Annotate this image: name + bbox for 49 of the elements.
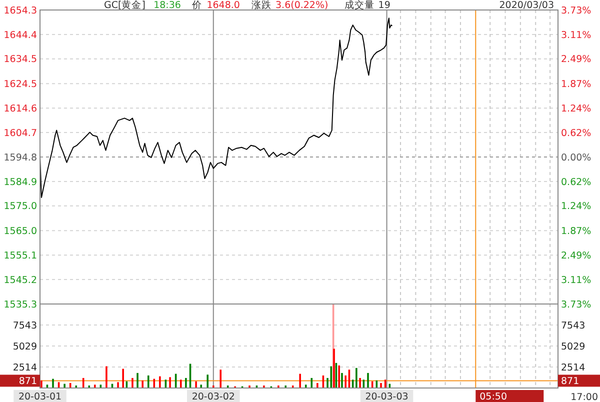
annotation: 涨跌 — [251, 0, 272, 11]
text: 3.73% — [561, 5, 592, 16]
y-tick-label: 1575.0 — [4, 201, 37, 212]
annotation: 18:36 — [154, 0, 181, 11]
annotation: 19 — [378, 0, 390, 11]
text: 1.24% — [561, 103, 592, 114]
y-tick-label: 1624.5 — [4, 78, 37, 90]
ref-line-label: 871 — [18, 376, 37, 388]
y2-tick-label: 5029 — [561, 341, 586, 352]
y-tick-label: 1594.8 — [4, 152, 37, 164]
annotation: 价 — [191, 0, 202, 11]
y-tick-label: 1555.1 — [4, 250, 37, 262]
text: 0.62% — [561, 176, 592, 188]
text: 871 — [561, 376, 580, 388]
text: 3.11% — [561, 30, 592, 41]
y2-tick-label: 7543 — [561, 320, 586, 332]
annotation: 成交量 — [344, 0, 374, 11]
text: 1.24% — [561, 201, 592, 212]
x-tick-label: 20-03-03 — [365, 392, 408, 402]
text: 3.11% — [561, 274, 592, 286]
y-tick-label: 1545.2 — [4, 274, 37, 286]
text: 0.00% — [561, 152, 592, 164]
line-series — [40, 18, 392, 198]
text: 1.87% — [561, 78, 592, 90]
text: 3.73% — [561, 299, 592, 310]
text: 05:50 — [480, 392, 508, 402]
y-tick-label: 1614.6 — [4, 103, 37, 114]
y-tick-label: 1565.0 — [4, 226, 37, 237]
y-tick-label: 2514 — [12, 362, 37, 374]
text: 1.87% — [561, 226, 592, 237]
text: 2.49% — [561, 54, 592, 66]
y-tick-label: 7543 — [12, 320, 37, 332]
y2-tick-label: 2514 — [561, 362, 586, 374]
x-tick-label: 20-03-01 — [18, 392, 62, 402]
text: 0.62% — [561, 128, 592, 139]
y-tick-label: 1634.5 — [4, 54, 37, 66]
y-tick-label: 5029 — [12, 341, 37, 352]
annotation: 1648.0 — [206, 0, 240, 11]
chart-title: GC[黄金] — [104, 0, 146, 11]
text: 2.49% — [561, 250, 592, 262]
y-tick-label: 1604.7 — [4, 128, 37, 139]
annotation: 3.6(0.22%) — [276, 0, 328, 11]
y-tick-label: 1644.4 — [4, 30, 37, 41]
x-tick-label: 20-03-02 — [192, 392, 235, 402]
text: 17:00 — [570, 392, 598, 402]
annotation: 2020/03/03 — [499, 0, 554, 11]
y-tick-label: 1584.9 — [4, 176, 37, 188]
y-tick-label: 1535.3 — [4, 299, 37, 310]
y-tick-label: 1654.3 — [4, 5, 37, 16]
